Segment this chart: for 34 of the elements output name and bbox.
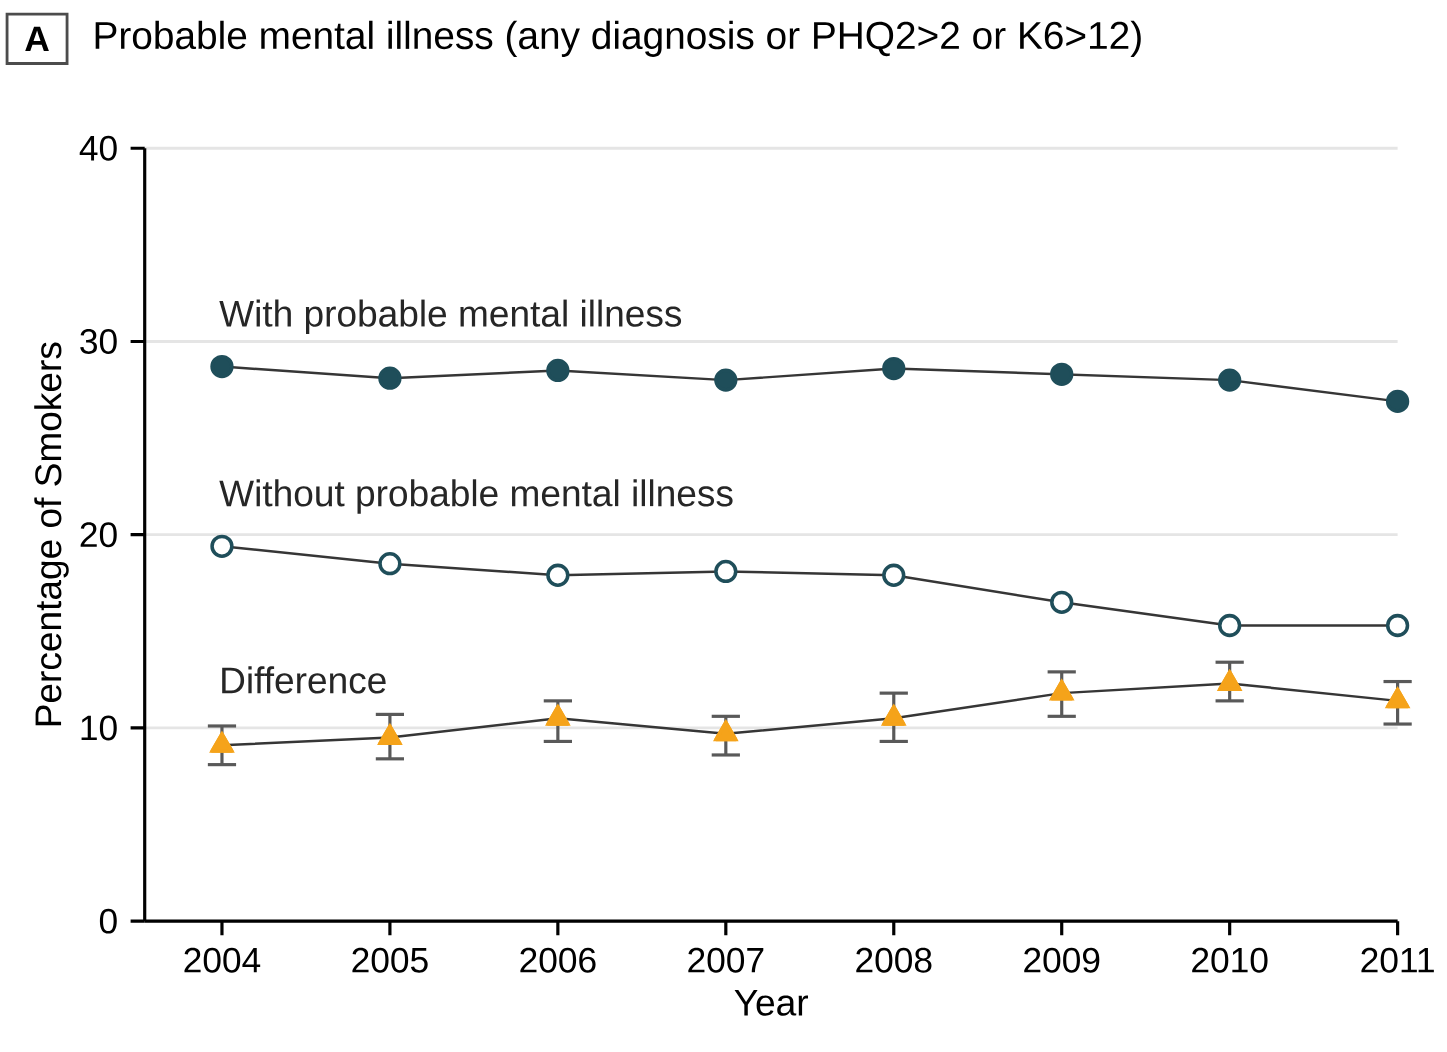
- x-tick-label: 2010: [1192, 947, 1268, 973]
- y-tick-label: 0: [99, 908, 117, 934]
- y-axis-title: Percentage of Smokers: [34, 342, 69, 726]
- point: [546, 358, 570, 383]
- x-tick-label: 2008: [856, 947, 932, 973]
- point: [1385, 389, 1410, 414]
- x-tick-label: 2007: [688, 947, 764, 973]
- series-label: Without probable mental illness: [219, 479, 733, 514]
- y-tick-label: 40: [79, 135, 117, 161]
- y-tick-label: 30: [80, 329, 117, 355]
- point: [378, 552, 402, 576]
- point: [210, 355, 234, 379]
- text: A: [25, 26, 49, 52]
- x-tick-label: 2009: [1024, 947, 1100, 973]
- point: [714, 559, 738, 584]
- point: [546, 563, 570, 588]
- x-tick-label: 2005: [352, 947, 428, 973]
- y-tick-label: 10: [81, 715, 117, 741]
- point: [714, 368, 738, 392]
- x-axis-title: Year: [734, 990, 809, 1016]
- point: [1218, 368, 1242, 392]
- point: [882, 563, 906, 588]
- point: [378, 366, 402, 390]
- point: [1050, 590, 1074, 615]
- series-label: With probable mental illness: [219, 299, 682, 335]
- x-tick-label: 2011: [1361, 947, 1434, 973]
- series-label: Difference: [222, 666, 386, 694]
- y-tick-label: 20: [80, 522, 117, 548]
- x-tick-label: 2006: [520, 947, 596, 973]
- x-tick-label: 2004: [184, 947, 261, 973]
- point: [1050, 362, 1074, 387]
- chart-title: Probable mental illness (any diagnosis or PHQ2>2 or K6>12): [95, 20, 1141, 58]
- point: [882, 357, 906, 381]
- point: [210, 534, 234, 559]
